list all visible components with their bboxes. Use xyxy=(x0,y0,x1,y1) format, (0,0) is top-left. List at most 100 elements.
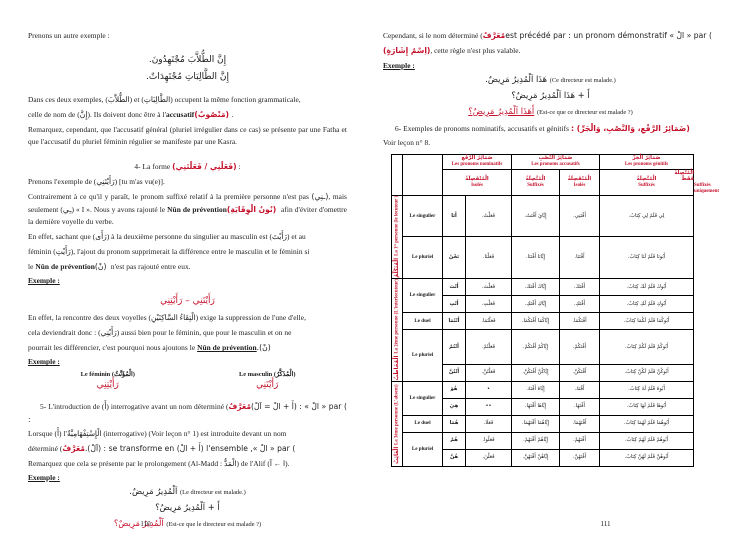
voir-lecon: Voir leçon n° 8. xyxy=(383,137,431,147)
left-para-1a: Dans ces deux exemples, (الطُّلاَّبَ) et… xyxy=(28,94,301,104)
cell-genitif: أَبُوكُنَّ قَلَمٌ لَكُنَّ كِتَابٌ. xyxy=(599,363,695,382)
para4-mid2: ) « I ». Nous y avons rajouté le xyxy=(71,204,168,214)
heading-4: 4- La forme (فَعَلْنِي / فَعَلْتَنِي) : xyxy=(28,161,347,173)
heading-4-arabic: (فَعَلْنِي / فَعَلْتَنِي) xyxy=(172,162,237,172)
group-accusatif-french: Les pronoms accusatifs xyxy=(531,161,580,167)
cell-nominatif-suffixe: فَعَلْتُ. xyxy=(465,195,512,238)
right-ex-line3-gloss: (Est-ce que ce directeur est malade ?) xyxy=(536,108,633,116)
subheader-acc-isoles: الْمُنْفَصِلَةُ Isolés xyxy=(558,168,601,197)
cell-nominatif-suffixe: • xyxy=(465,380,512,399)
cell-nominatif-isole: هُمْ xyxy=(442,431,466,450)
table-row: Le duel أَنْتُمَا فَعَلْتُمَا. إِيَّاكُمَا … xyxy=(392,311,695,330)
section-6: 6- Exemples de pronoms nominatifs, accus… xyxy=(383,123,718,135)
cell-accusatif-suffixe: أَفْتَكُمَا. xyxy=(558,311,601,330)
row-group-arabic: الْمُتَكَلِّمُ xyxy=(393,257,400,278)
para4-a: Contrairement à ce qu'il y paraît, le pr… xyxy=(28,192,309,202)
table-row: Le duel هُمَا فَعَلَا. إِيَّاهُمَا أَفْتَهُ… xyxy=(392,414,695,433)
cell-accusatif-suffixe: أَفْتَكَ. xyxy=(558,277,601,296)
row-number-label: Le duel xyxy=(402,414,443,433)
right-para-1a: Cependant, si le nom déterminé (مُعَرَّف… xyxy=(383,30,718,42)
cell-nominatif-isole: هُوَ xyxy=(442,380,466,399)
sub-acc-suffixes-french: Suffixés xyxy=(638,182,655,188)
right-ex-line1-gloss: (Ce directeur est malade.) xyxy=(549,76,616,84)
row-number-label: Le pluriel xyxy=(402,431,443,467)
group-nominatif-arabic: ضَمَائِرُ الرَّفْعِ xyxy=(461,155,493,162)
row-group-french: La 2ème personne (L'interlocuteur) xyxy=(394,278,400,354)
cell-accusatif-isole: إِيَّاهُنَّ أَفْتَهُنَّ. xyxy=(511,448,560,467)
cell-accusatif-suffixe: أَفْتَهُ. xyxy=(558,380,601,399)
cell-nominatif-isole: أَنْتَ xyxy=(442,277,466,296)
left-para-6b: cela deviendrait donc : (رَأَيْتِي) auss… xyxy=(28,328,292,338)
right-para-1b: (اِسْمُ إِشَارَةٍ), cette règle n'est pl… xyxy=(383,45,718,57)
sub-acc-isoles-arabic: الْمُنْفَصِلَةُ xyxy=(567,176,592,183)
para6c-pre: pourrait les différencier, c'est pourquo… xyxy=(28,343,198,353)
cell-accusatif-isole: إِيَّايَ أَفْتَتُ. xyxy=(511,195,560,238)
left-para-7b: déterminé (مُعَرَّفٌ) par « الْ », l'ens… xyxy=(28,443,347,455)
para7b-red-arabic: مُعَرَّفٌ xyxy=(62,443,85,453)
cell-accusatif-suffixe: أَفْتَنِي. xyxy=(558,195,601,238)
group-genitif-arabic: ضَمَائِرُ الْجَرِّ xyxy=(632,155,661,162)
rp1-red-arabic: مُعَرَّفٌ xyxy=(482,31,506,40)
left-para-7a: Lorsque (أَ) l'الْإِسْتِفْهَامِيَّةُ (in… xyxy=(28,428,287,438)
para1b-red-arabic: (مَنْصُوبٌ) xyxy=(194,109,232,119)
para4-ar2: ـِي xyxy=(62,204,72,214)
sub-nom-suffixes-french: Suffixés xyxy=(527,182,544,188)
group-header-accusatif: ضَمَائِرُ النَّصْبِ Les pronoms accusati… xyxy=(510,153,601,170)
sub-nom-suffixes-arabic: الْمُتَّصِلَةُ xyxy=(525,176,546,183)
cell-accusatif-isole: إِيَّاكُنَّ أَفْتَكُنَّ. xyxy=(511,363,560,382)
left-intro: Prenons un autre exemple : xyxy=(28,31,110,40)
heading-5-number: 5- xyxy=(40,402,47,412)
rp1c-end: , cette règle n'est plus valable. xyxy=(430,46,521,56)
exemple-label-2: Exemple : xyxy=(28,357,60,367)
cell-genitif: أَبُوهُنَّ قَلَمٌ لَهُنَّ كِتَابٌ. xyxy=(599,448,695,467)
cell-accusatif-suffixe: أَفْتَكُمْ. xyxy=(558,328,601,365)
row-group-french: La 3ème personne (L'absent) xyxy=(394,383,400,445)
table-row: Le pluriel هُمْ فَعَلُوا. إِيَّاهُمْ أَفْتَ… xyxy=(392,431,695,467)
left-para-3: Prenons l'exemple de (رَأَيْتَنِي) [tu m… xyxy=(28,177,165,187)
cell-nominatif-isole: نَحْنُ xyxy=(442,236,466,279)
para5c-end: n'est pas rajouté entre eux. xyxy=(109,261,191,271)
cell-genitif: أَبُوهُمَا قَلَمٌ لَهُمَا كِتَابٌ. xyxy=(599,414,695,433)
example-sentence-3: رَأَيْتَنِي – رَأَيْتِنِي xyxy=(160,296,215,307)
row-group-french: La 1ʳᵉ personne (le locuteur ) xyxy=(394,196,400,256)
cell-accusatif-isole: إِيَّاكِ أَفْتَكِ. xyxy=(511,294,560,313)
table-row: Le pluriel نَحْنُ فَعَلْنَا. إِيَّانَا أَفْ… xyxy=(392,236,695,279)
heading-5: 5- L'introduction de (أَ) interrogative … xyxy=(28,401,347,425)
cell-nominatif-isole: هُمَا xyxy=(442,414,466,433)
row-group-arabic: الْغَائِبُ xyxy=(393,446,400,464)
right-ex-line2: أَ + هَذَا اَلْمُدِيرُ مَرِيضٌ؟ xyxy=(511,89,590,100)
section-6-text: Exemples de pronoms nominatifs, accusati… xyxy=(403,123,570,133)
right-ex-line1: (Ce directeur est malade.) هَذَا اَلْمُد… xyxy=(383,73,718,86)
cell-nominatif-isole: أَنَا xyxy=(442,195,466,238)
para5c-pre: le xyxy=(28,261,36,271)
para7b-pre: déterminé ( xyxy=(28,443,63,453)
group-genitif-french: Les pronoms génitifs xyxy=(624,161,669,167)
left-para-5a: En effet, sachant que (رَأَى) à la deuxi… xyxy=(28,231,306,241)
cell-genitif: أَبُوكَ قَلَمٌ لَكَ كِتَابٌ. xyxy=(599,277,695,296)
para5c-bold: Nûn de prévention xyxy=(35,261,95,271)
left-para-5b: féminin (رَأَيْتِ), l'ajout du pronom su… xyxy=(28,246,310,256)
table-group-header-row: ضَمَائِرُ الرَّفْعِ Les pronoms nominati… xyxy=(391,153,695,197)
row-number-label: Le singulier xyxy=(402,380,443,416)
heading-5-text-a: L'introduction de (أَ) interrogative ava… xyxy=(48,402,229,412)
left-para-6a: En effet, la rencontre des deux voyelles… xyxy=(28,313,306,323)
page-number-right: 111 xyxy=(600,520,611,528)
sub-nom-isoles-french: Isolés xyxy=(471,182,483,188)
cell-accusatif-isole: إِيَّاكُمْ أَفْتَكُمْ. xyxy=(511,328,560,365)
cell-accusatif-isole: إِيَّاهُمْ أَفْتَهُمْ. xyxy=(511,431,560,450)
row-group-label-2: الْمُخَاطَبُ La 2ème personne (L'interloc… xyxy=(391,277,403,382)
left-para-2: Remarquez, cependant, que l'accusatif gé… xyxy=(28,125,347,147)
para6c-bold: Nûn de prévention xyxy=(197,343,257,353)
cell-nominatif-isole: هُنَّ xyxy=(442,448,466,467)
cell-nominatif-suffixe: فَعَلُوا. xyxy=(465,431,512,450)
feminine-word: رَأَيْتِنِي xyxy=(96,380,119,391)
cell-accusatif-isole: إِيَّاهُ أَفْتَهُ. xyxy=(511,380,560,399)
cell-nominatif-suffixe: •• xyxy=(465,397,512,416)
masculine-column: Le masculin (الْمُذَكَّرُ) رَأَيْتَنِي xyxy=(194,370,341,390)
para1b-pre: celle de nom de ( xyxy=(28,109,80,119)
cell-accusatif-suffixe: أَفْتَكِ. xyxy=(558,294,601,313)
cell-accusatif-isole: إِيَّاهُمَا أَفْتَهُمَا. xyxy=(511,414,560,433)
ex3-line1-gloss: (Le directeur est malade.) xyxy=(180,488,246,496)
right-ex-line1-arabic: هَذَا اَلْمُدِيرُ مَرِيضٌ. xyxy=(485,73,548,84)
group-header-genitif: ضَمَائِرُ الْجَرِّ Les pronoms génitifs xyxy=(599,153,695,170)
